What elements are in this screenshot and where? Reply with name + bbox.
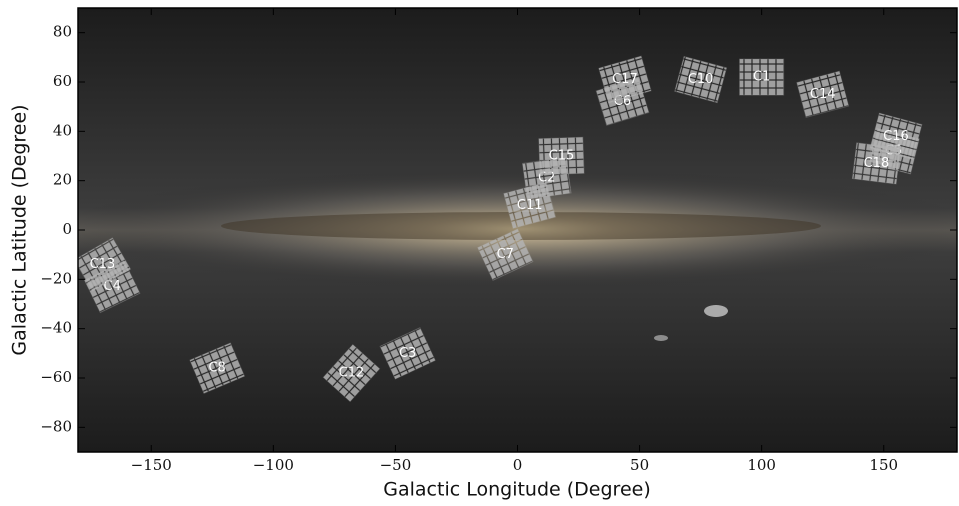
smc [654, 335, 668, 341]
y-tick-label: −20 [40, 269, 72, 287]
field-label: C3 [399, 346, 416, 361]
field-label: C15 [549, 149, 575, 164]
field-label: C1 [753, 70, 770, 85]
field-label: C10 [688, 72, 714, 87]
x-tick-label: −150 [131, 456, 172, 474]
chart: C1C2C3C4C5C6C7C8C10C11C12C13C14C15C16C17… [0, 0, 959, 502]
page: C1C2C3C4C5C6C7C8C10C11C12C13C14C15C16C17… [0, 0, 959, 502]
y-tick-label: 80 [53, 23, 72, 41]
field-label: C17 [612, 72, 638, 87]
plot-area: C1C2C3C4C5C6C7C8C10C11C12C13C14C15C16C17… [61, 8, 959, 452]
x-tick-label: 0 [513, 456, 523, 474]
field-label: C13 [90, 257, 116, 272]
x-tick-label: 100 [747, 456, 776, 474]
y-tick-label: 20 [53, 171, 72, 189]
lmc [704, 305, 728, 317]
y-tick-label: −40 [40, 319, 72, 337]
y-axis-label: Galactic Latitude (Degree) [9, 104, 31, 355]
y-tick-label: 40 [53, 121, 72, 139]
y-tick-label: 0 [62, 220, 72, 238]
field-label: C7 [497, 247, 514, 262]
field-label: C14 [810, 87, 836, 102]
field-label: C12 [339, 366, 365, 381]
y-tick-label: −80 [40, 417, 72, 435]
field-label: C11 [517, 198, 543, 213]
x-axis-label: Galactic Longitude (Degree) [383, 479, 650, 501]
field-label: C16 [883, 129, 909, 144]
x-tick-label: 150 [869, 456, 898, 474]
x-tick-label: −100 [253, 456, 294, 474]
field-label: C8 [208, 361, 225, 376]
y-tick-label: −60 [40, 368, 72, 386]
field-label: C18 [864, 156, 890, 171]
x-tick-label: −50 [380, 456, 412, 474]
y-tick-label: 60 [53, 72, 72, 90]
x-tick-label: 50 [630, 456, 649, 474]
